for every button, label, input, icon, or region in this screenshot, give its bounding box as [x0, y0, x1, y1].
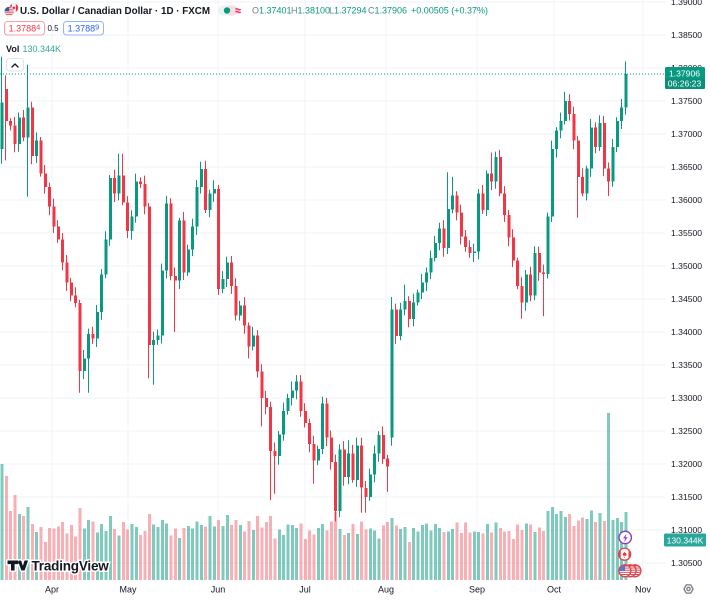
svg-text:1.34000: 1.34000 [671, 327, 702, 337]
svg-text:1.37889: 1.37889 [68, 23, 100, 34]
svg-text:1.37884: 1.37884 [9, 23, 41, 34]
svg-text:1.36500: 1.36500 [671, 162, 702, 172]
svg-text:Jun: Jun [211, 585, 226, 595]
svg-text:L1.37294: L1.37294 [329, 6, 367, 16]
svg-text:O1.37401: O1.37401 [252, 6, 292, 16]
svg-text:Aug: Aug [378, 585, 394, 595]
svg-text:06:26:23: 06:26:23 [668, 79, 702, 89]
svg-text:130.344K: 130.344K [23, 44, 62, 54]
svg-text:1.34500: 1.34500 [671, 294, 702, 304]
svg-text:+0.00505 (+0.37%): +0.00505 (+0.37%) [411, 6, 488, 16]
svg-text:1.31500: 1.31500 [671, 492, 702, 502]
svg-text:1.35000: 1.35000 [671, 261, 702, 271]
svg-text:1.35500: 1.35500 [671, 228, 702, 238]
svg-text:1.30500: 1.30500 [671, 558, 702, 568]
svg-text:1.33000: 1.33000 [671, 393, 702, 403]
svg-text:H1.38100: H1.38100 [291, 6, 330, 16]
svg-text:1.37000: 1.37000 [671, 129, 702, 139]
svg-text:1.33500: 1.33500 [671, 360, 702, 370]
svg-text:1.32000: 1.32000 [671, 459, 702, 469]
svg-text:1.37500: 1.37500 [671, 96, 702, 106]
svg-text:Nov: Nov [635, 585, 652, 595]
svg-text:U.S. Dollar / Canadian Dollar: U.S. Dollar / Canadian Dollar · 1D · FXC… [20, 6, 210, 17]
svg-text:Sep: Sep [469, 585, 485, 595]
svg-text:Jul: Jul [299, 585, 311, 595]
svg-text:Apr: Apr [45, 585, 59, 595]
svg-text:1.37906: 1.37906 [669, 69, 700, 79]
svg-text:C1.37906: C1.37906 [368, 6, 407, 16]
svg-text:1.38500: 1.38500 [671, 30, 702, 40]
svg-text:1.39000: 1.39000 [671, 0, 702, 7]
svg-text:Vol: Vol [6, 44, 19, 54]
svg-text:1.36000: 1.36000 [671, 195, 702, 205]
svg-text:1.31000: 1.31000 [671, 525, 702, 535]
svg-text:May: May [119, 585, 137, 595]
svg-text:0.5: 0.5 [47, 24, 59, 33]
svg-text:130.344K: 130.344K [667, 536, 704, 546]
svg-text:Oct: Oct [547, 585, 562, 595]
svg-text:TradingView: TradingView [32, 559, 110, 574]
svg-text:1.32500: 1.32500 [671, 426, 702, 436]
